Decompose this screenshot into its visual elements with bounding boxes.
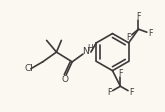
Text: H: H	[87, 44, 93, 53]
Text: F: F	[126, 33, 131, 42]
Text: F: F	[148, 29, 153, 38]
Text: O: O	[62, 75, 69, 84]
Text: F: F	[136, 12, 141, 21]
Text: F: F	[118, 69, 123, 78]
Text: Cl: Cl	[25, 64, 34, 73]
Text: F: F	[107, 88, 112, 97]
Text: N: N	[82, 47, 89, 56]
Text: F: F	[129, 88, 134, 97]
